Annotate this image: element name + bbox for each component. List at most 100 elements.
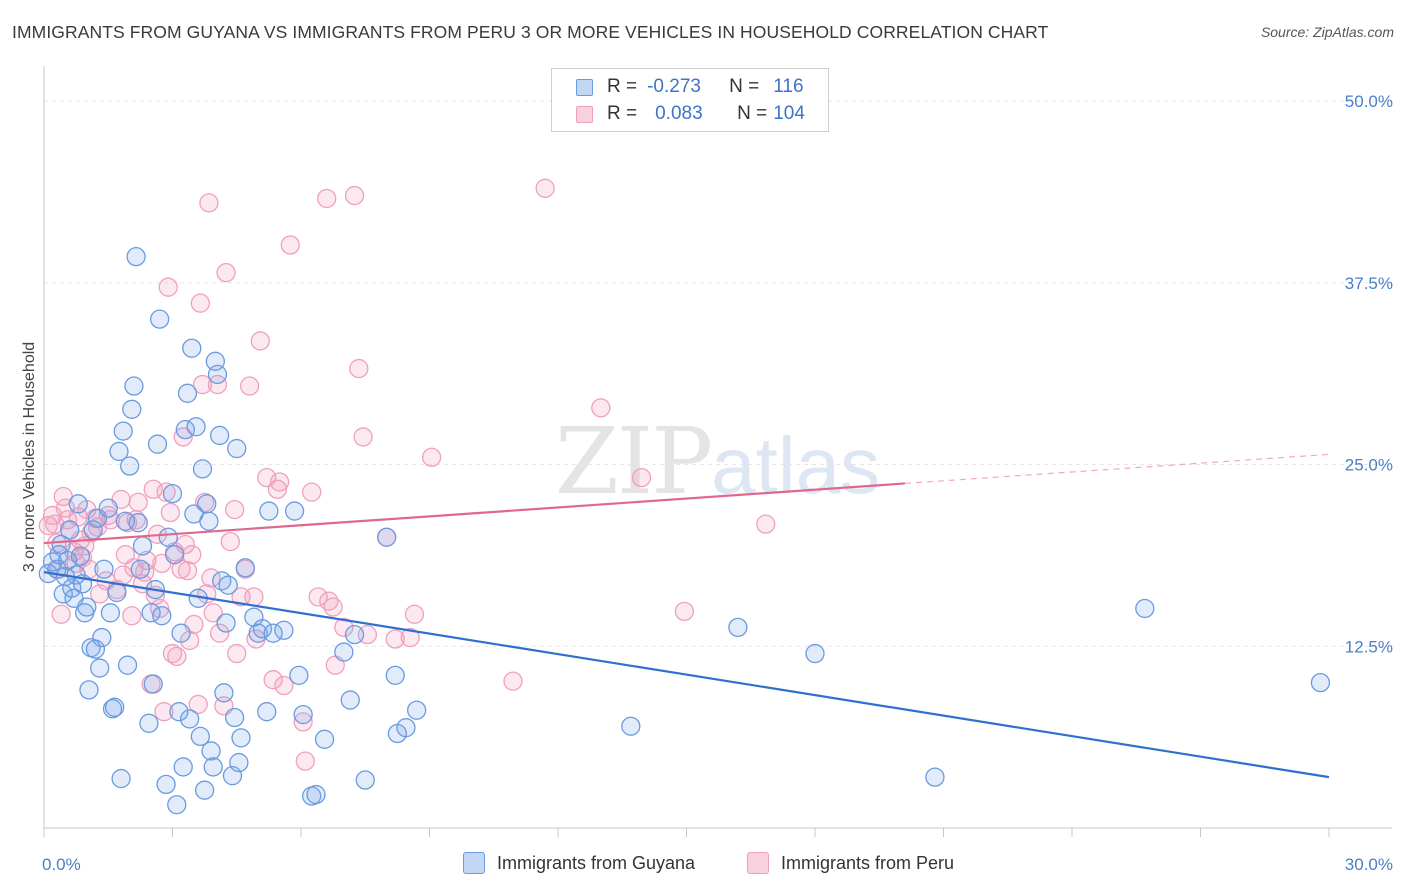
peru-point	[631, 467, 652, 488]
peru-point	[674, 601, 695, 622]
guyana-point	[94, 559, 114, 579]
guyana-point	[406, 700, 427, 720]
peru-point	[349, 358, 369, 379]
peru-point	[160, 502, 181, 523]
guyana-point	[377, 527, 397, 547]
guyana-swatch	[576, 78, 593, 96]
watermark-zip: ZIP	[555, 408, 713, 515]
guyana-point	[1310, 672, 1331, 693]
guyana-point	[194, 780, 215, 800]
guyana-point	[190, 726, 210, 747]
x-tick-label: 30.0%	[1345, 855, 1393, 874]
guyana-point	[132, 536, 153, 556]
peru-point	[756, 514, 776, 534]
guyana-point	[164, 545, 185, 565]
guyana-point	[203, 757, 223, 777]
guyana-point	[143, 674, 163, 694]
peru-point	[156, 482, 176, 502]
guyana-point	[98, 498, 118, 518]
guyana-point	[105, 697, 125, 717]
guyana-point	[120, 456, 140, 476]
guyana-point	[259, 501, 279, 521]
guyana-trend-line	[43, 571, 1330, 779]
n-label: N =	[737, 103, 768, 124]
guyana-legend-label: Immigrants from Guyana	[497, 852, 696, 873]
peru-point	[269, 472, 290, 492]
guyana-point	[344, 624, 365, 645]
peru-point	[404, 604, 425, 624]
guyana-point	[147, 434, 168, 454]
peru-point	[308, 587, 328, 607]
peru-point	[216, 262, 236, 283]
legend-item-peru: Immigrants from Peru	[747, 852, 954, 874]
guyana-point	[109, 441, 129, 462]
guyana-point	[1135, 598, 1155, 619]
n-label: N =	[729, 76, 760, 97]
y-tick-label: 37.5%	[1345, 274, 1393, 293]
peru-point	[199, 193, 219, 213]
peru-point	[334, 617, 354, 638]
guyana-point	[257, 702, 277, 722]
peru-point	[250, 331, 270, 351]
peru-point	[192, 374, 213, 395]
guyana-point	[207, 364, 228, 385]
guyana-point	[126, 246, 146, 267]
guyana-point	[149, 309, 170, 329]
guyana-point	[340, 690, 360, 710]
peru-point	[344, 185, 365, 206]
guyana-point	[201, 741, 221, 761]
peru-point	[167, 646, 187, 667]
guyana-point	[79, 680, 99, 700]
data-points	[38, 178, 1331, 815]
guyana-point	[334, 642, 354, 662]
peru-point	[503, 671, 523, 691]
peru-point	[154, 702, 174, 722]
guyana-point	[100, 603, 121, 623]
guyana-point	[728, 617, 748, 638]
guyana-point	[252, 619, 273, 639]
peru-point	[239, 376, 260, 396]
peru-point	[122, 606, 142, 626]
guyana-point	[306, 784, 326, 805]
r-value: -0.273	[647, 76, 701, 97]
axes	[43, 66, 1392, 837]
guyana-point	[293, 704, 313, 725]
guyana-point	[90, 658, 110, 678]
guyana-point	[158, 527, 178, 547]
peru-point	[188, 694, 208, 715]
peru-point	[421, 447, 442, 467]
guyana-point	[314, 729, 335, 749]
peru-point	[293, 712, 313, 732]
peru-point	[400, 627, 420, 648]
peru-point	[227, 643, 247, 664]
n-value: 116	[773, 76, 804, 97]
x-tick-label: 0.0%	[42, 855, 81, 874]
peru-point	[190, 293, 210, 313]
guyana-point	[122, 399, 142, 419]
guyana-point	[209, 425, 230, 446]
guyana-point	[235, 558, 255, 578]
peru-point	[158, 277, 178, 297]
guyana-point	[182, 338, 202, 358]
guyana-point	[396, 718, 416, 738]
r-label: R =	[607, 103, 638, 124]
peru-point	[274, 675, 294, 696]
guyana-point	[107, 582, 127, 603]
guyana-point	[60, 520, 80, 540]
guyana-point	[197, 494, 217, 514]
peru-point	[263, 670, 283, 690]
guyana-point	[224, 707, 245, 728]
peru-point	[323, 597, 343, 617]
r-label: R =	[607, 76, 638, 97]
peru-point	[177, 561, 198, 581]
peru-point	[302, 482, 322, 502]
n-value: 104	[773, 103, 805, 124]
guyana-point	[141, 603, 161, 623]
peru-point	[128, 492, 148, 512]
peru-point	[203, 603, 223, 623]
guyana-point	[214, 683, 234, 703]
y-tick-label: 50.0%	[1345, 92, 1393, 111]
guyana-point	[284, 501, 305, 521]
guyana-point	[218, 575, 238, 595]
source-credit: Source: ZipAtlas.com	[1260, 24, 1394, 40]
